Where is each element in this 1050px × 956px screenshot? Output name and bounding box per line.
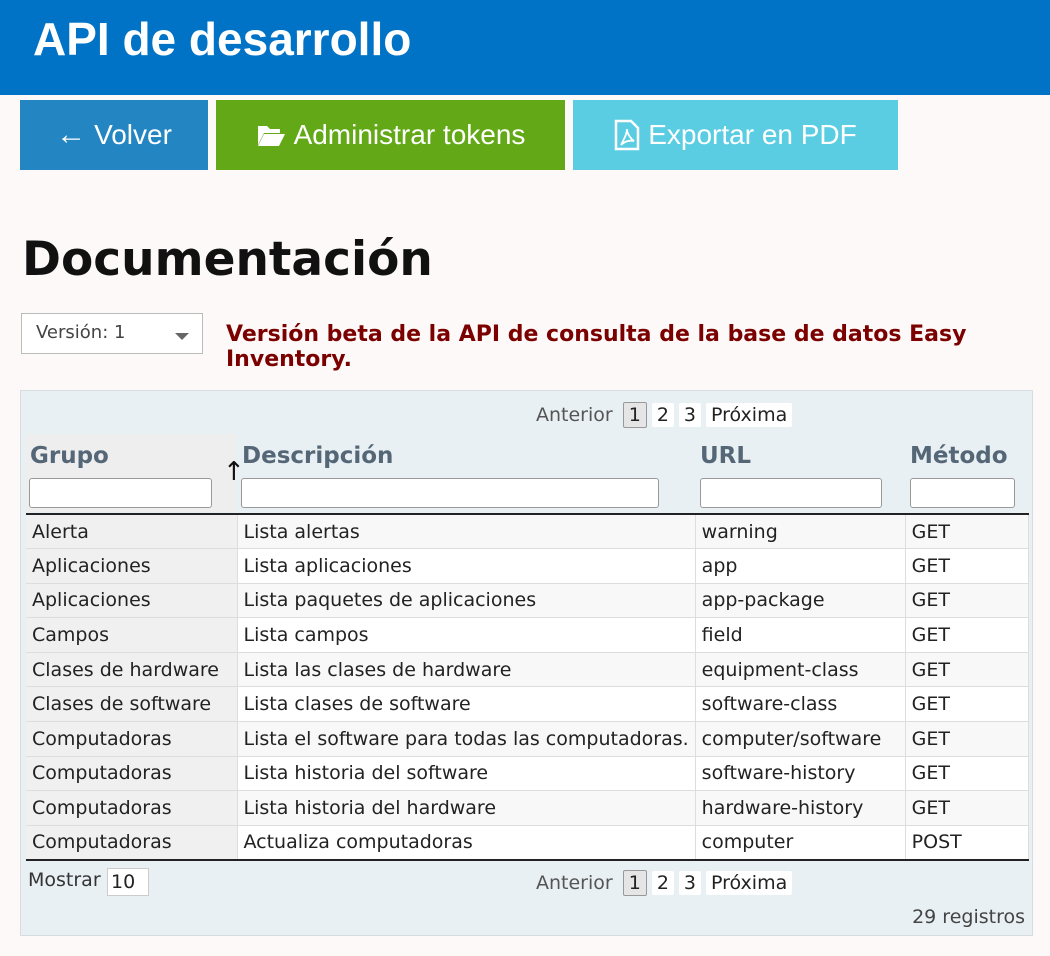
version-value: Versión: 1 <box>36 322 126 343</box>
cell-url: computer/software <box>695 721 906 757</box>
pager-prev[interactable]: Anterior <box>536 404 613 426</box>
cell-description: Lista el software para todas las computa… <box>237 721 696 757</box>
page-size-input[interactable]: 10 <box>107 868 149 896</box>
table-row[interactable]: Clases de hardware Lista las clases de ha… <box>26 652 1030 688</box>
back-label: Volver <box>94 119 172 150</box>
api-table-panel: Anterior 1 2 3 Próxima Grupo ↑ Descripci… <box>20 390 1033 936</box>
folder-open-icon <box>257 126 285 146</box>
cell-url: app-package <box>695 583 906 619</box>
sort-asc-icon[interactable]: ↑ <box>223 457 245 487</box>
cell-description: Lista historia del software <box>237 756 696 792</box>
filter-metodo-input[interactable] <box>910 478 1015 508</box>
cell-description: Lista campos <box>237 617 696 653</box>
cell-description: Lista paquetes de aplicaciones <box>237 583 696 619</box>
cell-method: GET <box>905 652 1030 688</box>
cell-group: Campos <box>26 617 238 653</box>
table-row[interactable]: Aplicaciones Lista aplicaciones app GET <box>26 548 1030 584</box>
cell-url: computer <box>695 825 906 861</box>
cell-group: Aplicaciones <box>26 548 238 584</box>
cell-description: Lista alertas <box>237 514 696 550</box>
col-header-metodo[interactable]: Método <box>910 443 1008 469</box>
cell-url: app <box>695 548 906 584</box>
filter-grupo-input[interactable] <box>29 478 212 508</box>
table-row[interactable]: Computadoras Actualiza computadoras comput… <box>26 825 1030 861</box>
cell-method: GET <box>905 790 1030 826</box>
pager-page-3[interactable]: 3 <box>678 871 701 895</box>
cell-method: GET <box>905 756 1030 792</box>
api-table: Alerta Lista alertas warning GET Aplicacione… <box>26 513 1030 861</box>
table-row[interactable]: Alerta Lista alertas warning GET <box>26 514 1030 550</box>
pager-page-3[interactable]: 3 <box>678 403 701 427</box>
cell-url: field <box>695 617 906 653</box>
tokens-label: Administrar tokens <box>293 119 526 150</box>
pager-page-2[interactable]: 2 <box>651 871 674 895</box>
cell-method: POST <box>905 825 1030 861</box>
cell-description: Lista clases de software <box>237 686 696 723</box>
cell-url: equipment-class <box>695 652 906 688</box>
pager-page-1[interactable]: 1 <box>622 870 647 896</box>
cell-description: Actualiza computadoras <box>237 825 696 861</box>
pager-top: Anterior 1 2 3 Próxima <box>531 402 793 428</box>
manage-tokens-button[interactable]: Administrar tokens <box>216 100 565 170</box>
cell-group: Computadoras <box>26 790 238 826</box>
export-pdf-button[interactable]: Exportar en PDF <box>573 100 898 170</box>
cell-url: software-history <box>695 756 906 792</box>
cell-group: Alerta <box>26 514 238 550</box>
pager-page-1[interactable]: 1 <box>622 402 647 428</box>
col-header-url[interactable]: URL <box>700 443 752 469</box>
cell-url: software-class <box>695 686 906 723</box>
beta-notice: Versión beta de la API de consulta de la… <box>226 322 967 372</box>
filter-url-input[interactable] <box>700 478 882 508</box>
cell-description: Lista aplicaciones <box>237 548 696 584</box>
table-row[interactable]: Computadoras Lista el software para todas… <box>26 721 1030 757</box>
arrow-left-icon: ← <box>56 118 87 151</box>
page-title: Documentación <box>22 232 433 287</box>
table-row[interactable]: Clases de software Lista clases de softwa… <box>26 686 1030 723</box>
cell-method: GET <box>905 583 1030 619</box>
cell-group: Computadoras <box>26 756 238 792</box>
cell-group: Computadoras <box>26 825 238 861</box>
pager-next[interactable]: Próxima <box>706 403 793 427</box>
table-row[interactable]: Campos Lista campos field GET <box>26 617 1030 653</box>
pager-next[interactable]: Próxima <box>706 871 793 895</box>
pager-bottom: Anterior 1 2 3 Próxima <box>531 870 793 896</box>
cell-description: Lista las clases de hardware <box>237 652 696 688</box>
cell-method: GET <box>905 617 1030 653</box>
table-row[interactable]: Computadoras Lista historia del software s… <box>26 756 1030 792</box>
table-row[interactable]: Aplicaciones Lista paquetes de aplicacion… <box>26 583 1030 619</box>
app-title: API de desarrollo <box>33 13 412 65</box>
cell-method: GET <box>905 721 1030 757</box>
record-count: 29 registros <box>912 906 1025 928</box>
caret-down-icon <box>175 333 189 340</box>
table-row[interactable]: Computadoras Lista historia del hardware h… <box>26 790 1030 826</box>
pager-page-2[interactable]: 2 <box>651 403 674 427</box>
cell-description: Lista historia del hardware <box>237 790 696 826</box>
cell-group: Aplicaciones <box>26 583 238 619</box>
cell-group: Clases de hardware <box>26 652 238 688</box>
app-header: API de desarrollo <box>0 0 1050 95</box>
cell-method: GET <box>905 686 1030 723</box>
pager-prev[interactable]: Anterior <box>536 872 613 894</box>
col-header-descripcion[interactable]: Descripción <box>242 443 394 469</box>
cell-method: GET <box>905 514 1030 550</box>
back-button[interactable]: ← Volver <box>20 100 208 170</box>
pdf-file-icon <box>614 119 640 151</box>
pdf-label: Exportar en PDF <box>648 119 857 150</box>
cell-group: Computadoras <box>26 721 238 757</box>
cell-url: hardware-history <box>695 790 906 826</box>
show-label: Mostrar <box>28 869 101 891</box>
filter-descripcion-input[interactable] <box>241 478 659 508</box>
cell-url: warning <box>695 514 906 550</box>
version-select[interactable]: Versión: 1 <box>21 313 203 354</box>
cell-method: GET <box>905 548 1030 584</box>
col-header-grupo[interactable]: Grupo <box>30 443 109 469</box>
cell-group: Clases de software <box>26 686 238 723</box>
